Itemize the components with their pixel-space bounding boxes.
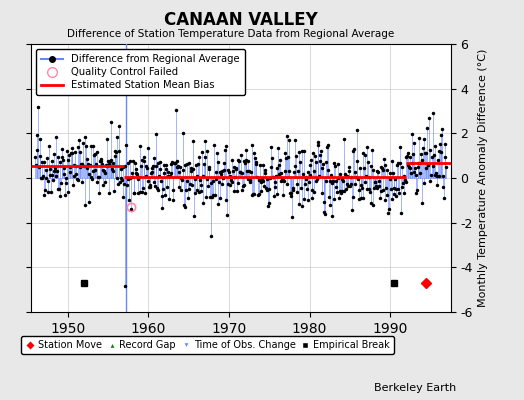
Legend: Station Move, Record Gap, Time of Obs. Change, Empirical Break: Station Move, Record Gap, Time of Obs. C…: [21, 336, 394, 354]
Title: CANAAN VALLEY: CANAAN VALLEY: [164, 10, 318, 28]
Y-axis label: Monthly Temperature Anomaly Difference (°C): Monthly Temperature Anomaly Difference (…: [478, 49, 488, 307]
Text: Difference of Station Temperature Data from Regional Average: Difference of Station Temperature Data f…: [67, 29, 394, 39]
Text: Berkeley Earth: Berkeley Earth: [374, 383, 456, 393]
